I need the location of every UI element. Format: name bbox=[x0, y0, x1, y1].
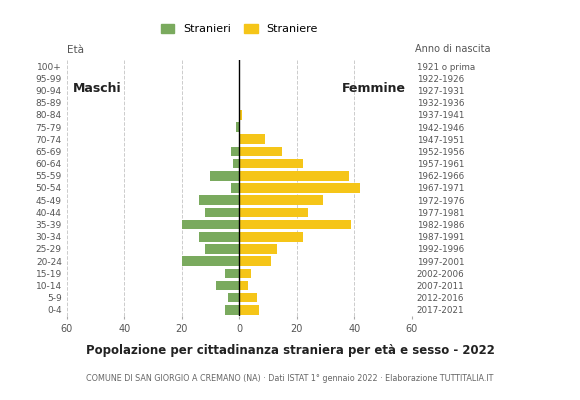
Bar bbox=[199, 196, 239, 205]
Bar bbox=[239, 196, 322, 205]
Bar bbox=[239, 171, 349, 180]
Bar bbox=[239, 232, 303, 242]
Bar bbox=[225, 305, 239, 315]
Bar bbox=[239, 268, 251, 278]
Bar bbox=[239, 293, 256, 302]
Text: Femmine: Femmine bbox=[342, 82, 406, 94]
Bar bbox=[205, 244, 239, 254]
Legend: Stranieri, Straniere: Stranieri, Straniere bbox=[156, 20, 322, 39]
Bar bbox=[239, 256, 271, 266]
Bar bbox=[239, 305, 259, 315]
Bar bbox=[239, 244, 277, 254]
Text: Età: Età bbox=[67, 45, 84, 55]
Text: Maschi: Maschi bbox=[72, 82, 121, 94]
Bar bbox=[239, 147, 282, 156]
Bar bbox=[199, 232, 239, 242]
Bar bbox=[239, 281, 248, 290]
Bar bbox=[228, 293, 239, 302]
Bar bbox=[239, 134, 265, 144]
Bar bbox=[205, 208, 239, 217]
Bar bbox=[234, 159, 239, 168]
Bar bbox=[231, 183, 239, 193]
Text: Popolazione per cittadinanza straniera per età e sesso - 2022: Popolazione per cittadinanza straniera p… bbox=[86, 344, 494, 357]
Bar bbox=[182, 256, 239, 266]
Text: Anno di nascita: Anno di nascita bbox=[415, 44, 490, 54]
Bar bbox=[239, 220, 351, 229]
Bar bbox=[239, 208, 309, 217]
Bar bbox=[239, 110, 242, 120]
Bar bbox=[237, 122, 239, 132]
Bar bbox=[239, 159, 303, 168]
Bar bbox=[239, 183, 360, 193]
Bar bbox=[225, 268, 239, 278]
Bar bbox=[211, 171, 239, 180]
Text: COMUNE DI SAN GIORGIO A CREMANO (NA) · Dati ISTAT 1° gennaio 2022 · Elaborazione: COMUNE DI SAN GIORGIO A CREMANO (NA) · D… bbox=[86, 374, 494, 383]
Bar bbox=[182, 220, 239, 229]
Bar bbox=[231, 147, 239, 156]
Bar bbox=[216, 281, 239, 290]
